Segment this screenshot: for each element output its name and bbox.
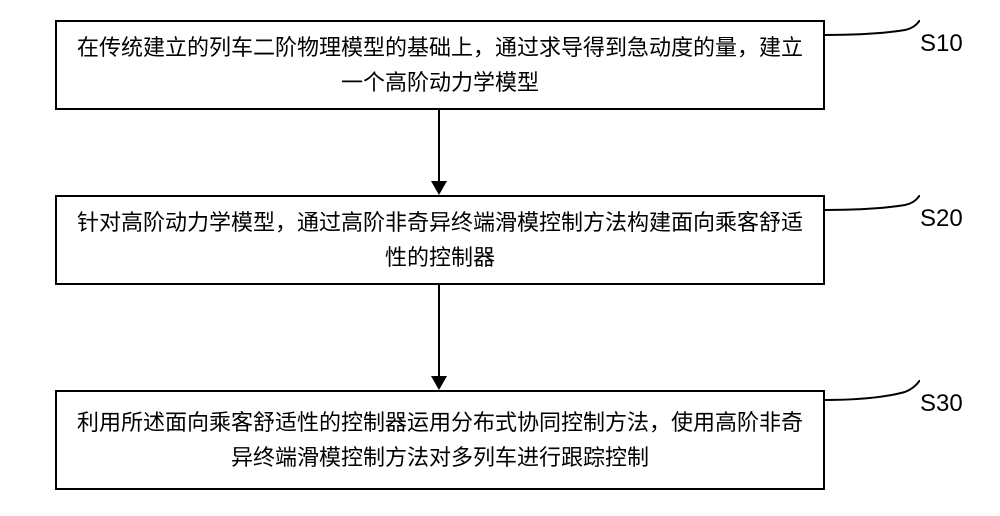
flowchart-node-s10: 在传统建立的列车二阶物理模型的基础上，通过求导得到急动度的量，建立一个高阶动力学… (55, 20, 825, 110)
flowchart-node-s20: 针对高阶动力学模型，通过高阶非奇异终端滑模控制方法构建面向乘客舒适性的控制器 (55, 195, 825, 285)
node-text: 针对高阶动力学模型，通过高阶非奇异终端滑模控制方法构建面向乘客舒适性的控制器 (77, 205, 803, 275)
callout-line-s20 (825, 195, 920, 235)
arrow-s20-s30 (431, 376, 447, 390)
node-label-s10: S10 (920, 30, 963, 58)
flowchart-node-s30: 利用所述面向乘客舒适性的控制器运用分布式协同控制方法，使用高阶非奇异终端滑模控制… (55, 390, 825, 490)
node-text: 在传统建立的列车二阶物理模型的基础上，通过求导得到急动度的量，建立一个高阶动力学… (77, 30, 803, 100)
arrow-s10-s20 (431, 181, 447, 195)
callout-line-s30 (825, 380, 920, 420)
edge-s20-s30 (438, 285, 440, 376)
node-label-s20: S20 (920, 205, 963, 233)
node-label-s30: S30 (920, 390, 963, 418)
node-text: 利用所述面向乘客舒适性的控制器运用分布式协同控制方法，使用高阶非奇异终端滑模控制… (77, 405, 803, 475)
flowchart-container: 在传统建立的列车二阶物理模型的基础上，通过求导得到急动度的量，建立一个高阶动力学… (0, 0, 1000, 516)
callout-line-s10 (825, 20, 920, 60)
edge-s10-s20 (438, 110, 440, 181)
